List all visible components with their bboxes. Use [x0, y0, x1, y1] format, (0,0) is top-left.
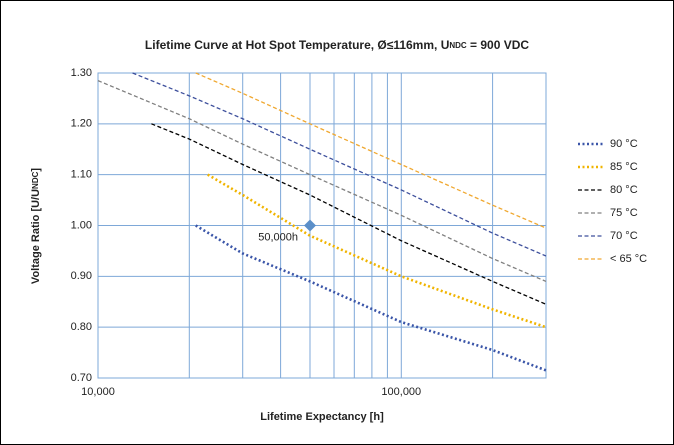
y-tick-label: 0.70 [71, 372, 92, 384]
plot-border [97, 72, 547, 379]
title-sub: NDC [449, 41, 467, 50]
x-tick-label: 10,000 [81, 386, 115, 398]
y-label-text: Voltage Ratio [U/U [30, 189, 42, 284]
y-tick-label: 0.80 [71, 321, 92, 333]
x-axis-label: Lifetime Expectancy [h] [260, 411, 384, 423]
series-line [195, 72, 547, 229]
x-tick-label: 100,000 [381, 386, 421, 398]
y-label-sub: NDC [31, 171, 40, 189]
legend-label: 90 °C [610, 138, 638, 150]
y-label-tail: ] [30, 168, 42, 172]
y-tick-label: 0.90 [71, 270, 92, 282]
series-line [132, 72, 547, 257]
series-line [97, 80, 547, 283]
legend-label: 75 °C [610, 207, 638, 219]
y-axis-label: Voltage Ratio [U/UNDC] [30, 168, 42, 284]
y-tick-label: 1.10 [71, 169, 92, 181]
y-tick-label: 1.00 [71, 219, 92, 231]
title-text: Lifetime Curve at Hot Spot Temperature, … [145, 38, 449, 52]
y-tick-label: 1.30 [71, 67, 92, 79]
series-line [207, 173, 547, 329]
series-line [195, 224, 547, 372]
legend-label: 70 °C [610, 230, 638, 242]
annotation-label: 50,000h [258, 231, 298, 243]
title-tail: = 900 VDC [467, 38, 530, 52]
legend-label: 80 °C [610, 184, 638, 196]
chart-title: Lifetime Curve at Hot Spot Temperature, … [145, 38, 529, 52]
annotation-marker [303, 219, 316, 232]
legend-label: < 65 °C [610, 253, 647, 265]
legend-label: 85 °C [610, 161, 638, 173]
y-tick-label: 1.20 [71, 118, 92, 130]
series-line [151, 123, 547, 305]
